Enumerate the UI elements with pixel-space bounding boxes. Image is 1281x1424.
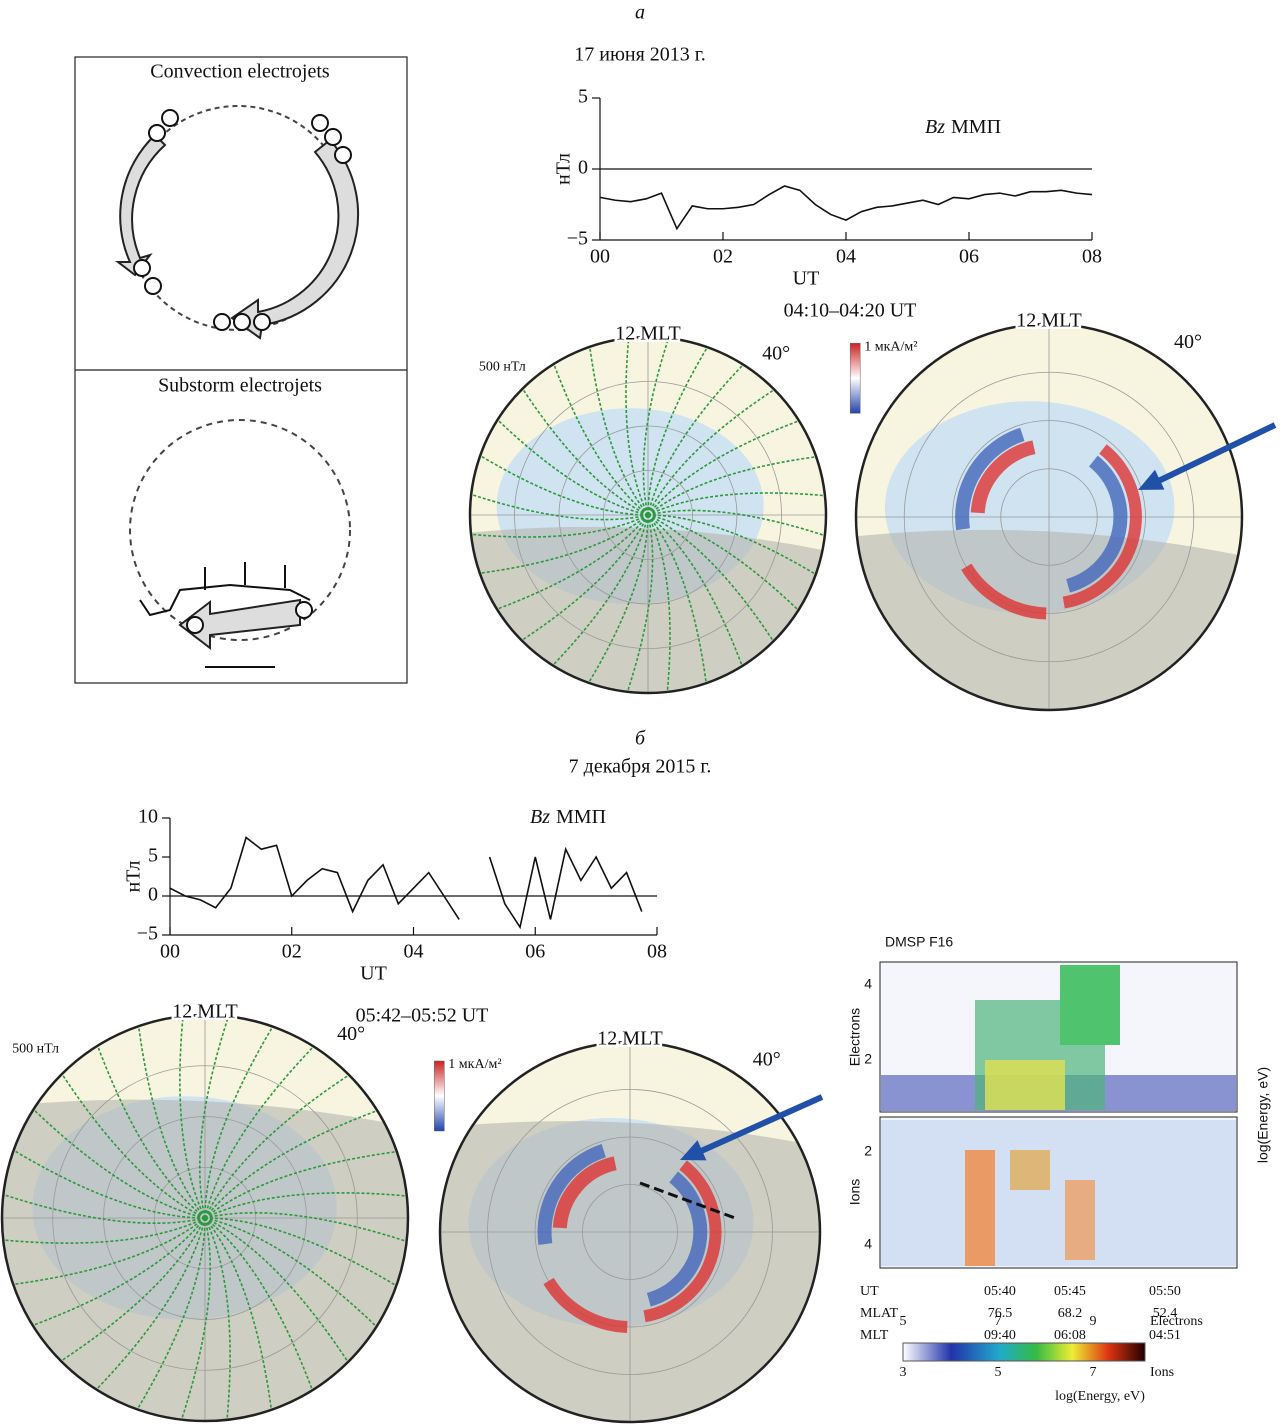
- annotation-symbol: Bz: [530, 806, 550, 828]
- map-body: [462, 329, 834, 701]
- y-tick-label: 4: [864, 1236, 872, 1252]
- mlt-label: 12 MLT: [1016, 310, 1081, 332]
- colorbar-label: log(Energy, eV): [1055, 1389, 1145, 1404]
- body: {"panel_a": {"label": "а", "date": "17 и…: [0, 0, 1281, 1424]
- latitude-label: 40°: [753, 1049, 781, 1071]
- axis-label: log(Energy, eV): [1255, 1067, 1271, 1163]
- mlt-label: 12 MLT: [172, 1001, 237, 1023]
- table-cell: 04:51: [1149, 1328, 1181, 1343]
- current-scale: [434, 1061, 444, 1131]
- x-tick-label: 08: [647, 941, 667, 963]
- diagram-title: Substorm electrojets: [158, 375, 322, 397]
- y-tick-label: 2: [864, 1051, 872, 1067]
- x-axis-label: UT: [360, 963, 387, 985]
- bz-line: [170, 838, 459, 920]
- annotation: Bz ММП: [530, 806, 606, 828]
- annotation-symbol: Bz: [925, 116, 945, 138]
- table-cell: 06:08: [1054, 1328, 1086, 1343]
- colorbar-tick: 3: [900, 1365, 907, 1380]
- y-tick-label: 4: [864, 976, 872, 992]
- y-axis-label: нТл: [553, 153, 575, 185]
- table-cell: 05:40: [984, 1284, 1016, 1299]
- y-axis-label: нТл: [123, 861, 145, 893]
- annotation-text: ММП: [951, 116, 1001, 138]
- x-axis-label: UT: [793, 268, 820, 290]
- scale-label: 500 нТл: [12, 1042, 59, 1057]
- row-label: UT: [860, 1284, 879, 1299]
- bz-line: [600, 186, 1092, 229]
- y-tick-label: 5: [578, 86, 588, 108]
- latitude-label: 40°: [1174, 331, 1202, 353]
- bz-chart: −5 0 5 00 02 04 06 08 UT нТл Bz ММП: [553, 86, 1102, 290]
- figure: а 17 июня 2013 г. б 7 декабря 2015 г. Co…: [0, 0, 1281, 1424]
- arrow: [232, 140, 358, 338]
- colorbar: [903, 1343, 1145, 1361]
- polar-map: 12 MLT 40° 1 мкА/м²: [850, 310, 1242, 710]
- scale-label: 1 мкА/м²: [864, 339, 917, 354]
- panel-date: 17 июня 2013 г.: [574, 44, 706, 66]
- y-tick-label: 0: [148, 884, 158, 906]
- table-cell: 05:50: [1149, 1284, 1181, 1299]
- y-tick-label: 10: [138, 806, 158, 828]
- x-tick-label: 04: [404, 941, 424, 963]
- y-tick-label: 0: [578, 157, 588, 179]
- current-scale: [850, 343, 860, 413]
- scale-label: 500 нТл: [479, 359, 526, 374]
- colorbar-tick: 7: [995, 1314, 1002, 1329]
- axis-label: Ions: [847, 1179, 863, 1205]
- bz-line: [490, 849, 642, 927]
- time-label: 04:10–04:20 UT: [784, 300, 917, 322]
- x-tick-label: 06: [959, 246, 979, 268]
- map-body: [856, 324, 1242, 710]
- x-tick-label: 02: [713, 246, 733, 268]
- x-tick-label: 08: [1082, 246, 1102, 268]
- x-tick-label: 02: [282, 941, 302, 963]
- y-tick-label: −5: [567, 228, 588, 250]
- y-tick-label: −5: [137, 923, 158, 945]
- y-tick-label: 5: [148, 845, 158, 867]
- time-label: 05:42–05:52 UT: [356, 1005, 489, 1027]
- annotation-text: ММП: [556, 806, 606, 828]
- axis-label: Electrons: [847, 1008, 863, 1066]
- colorbar-label: Ions: [1150, 1365, 1174, 1380]
- table-cell: 68.2: [1058, 1306, 1083, 1321]
- table-cell: 05:45: [1054, 1284, 1086, 1299]
- panel-date: 7 декабря 2015 г.: [569, 756, 712, 778]
- colorbar-tick: 7: [1090, 1365, 1097, 1380]
- annotation: Bz ММП: [925, 116, 1001, 138]
- x-tick-label: 04: [836, 246, 856, 268]
- map-body: [440, 1042, 820, 1422]
- page: Bz figure body { margin: 0; background: …: [0, 0, 1281, 1424]
- polar-map: 12 MLT 40° 500 нТл: [462, 323, 834, 701]
- x-tick-label: 06: [525, 941, 545, 963]
- colorbar-tick: 5: [900, 1314, 907, 1329]
- latitude-label: 40°: [762, 342, 790, 364]
- row-label: MLAT: [860, 1306, 899, 1321]
- row-label: MLT: [860, 1328, 889, 1343]
- colorbar-tick: 5: [995, 1365, 1002, 1380]
- arrow: [118, 135, 165, 275]
- mlt-label: 12 MLT: [597, 1028, 662, 1050]
- electrojet-diagram: Convection electrojets Substorm electroj…: [75, 57, 407, 683]
- colorbar-tick: 9: [1090, 1314, 1097, 1329]
- table-cell: 52.4: [1153, 1306, 1178, 1321]
- dmsp-title: DMSP F16: [885, 934, 953, 950]
- table-cell: 09:40: [984, 1328, 1016, 1343]
- scale-label: 1 мкА/м²: [448, 1057, 501, 1072]
- x-tick-label: 00: [160, 941, 180, 963]
- panel-label: б: [635, 728, 646, 750]
- panel-label: а: [635, 2, 645, 24]
- mlt-label: 12 MLT: [615, 323, 680, 345]
- y-tick-label: 2: [864, 1143, 872, 1159]
- oval: [130, 420, 350, 640]
- bz-chart: −5 0 5 10 00 02 04 06 08 UT нТл Bz ММП: [123, 806, 667, 985]
- diagram-title: Convection electrojets: [150, 61, 330, 83]
- x-tick-label: 00: [590, 246, 610, 268]
- polar-map: 12 MLT 40° 1 мкА/м²: [434, 1028, 820, 1422]
